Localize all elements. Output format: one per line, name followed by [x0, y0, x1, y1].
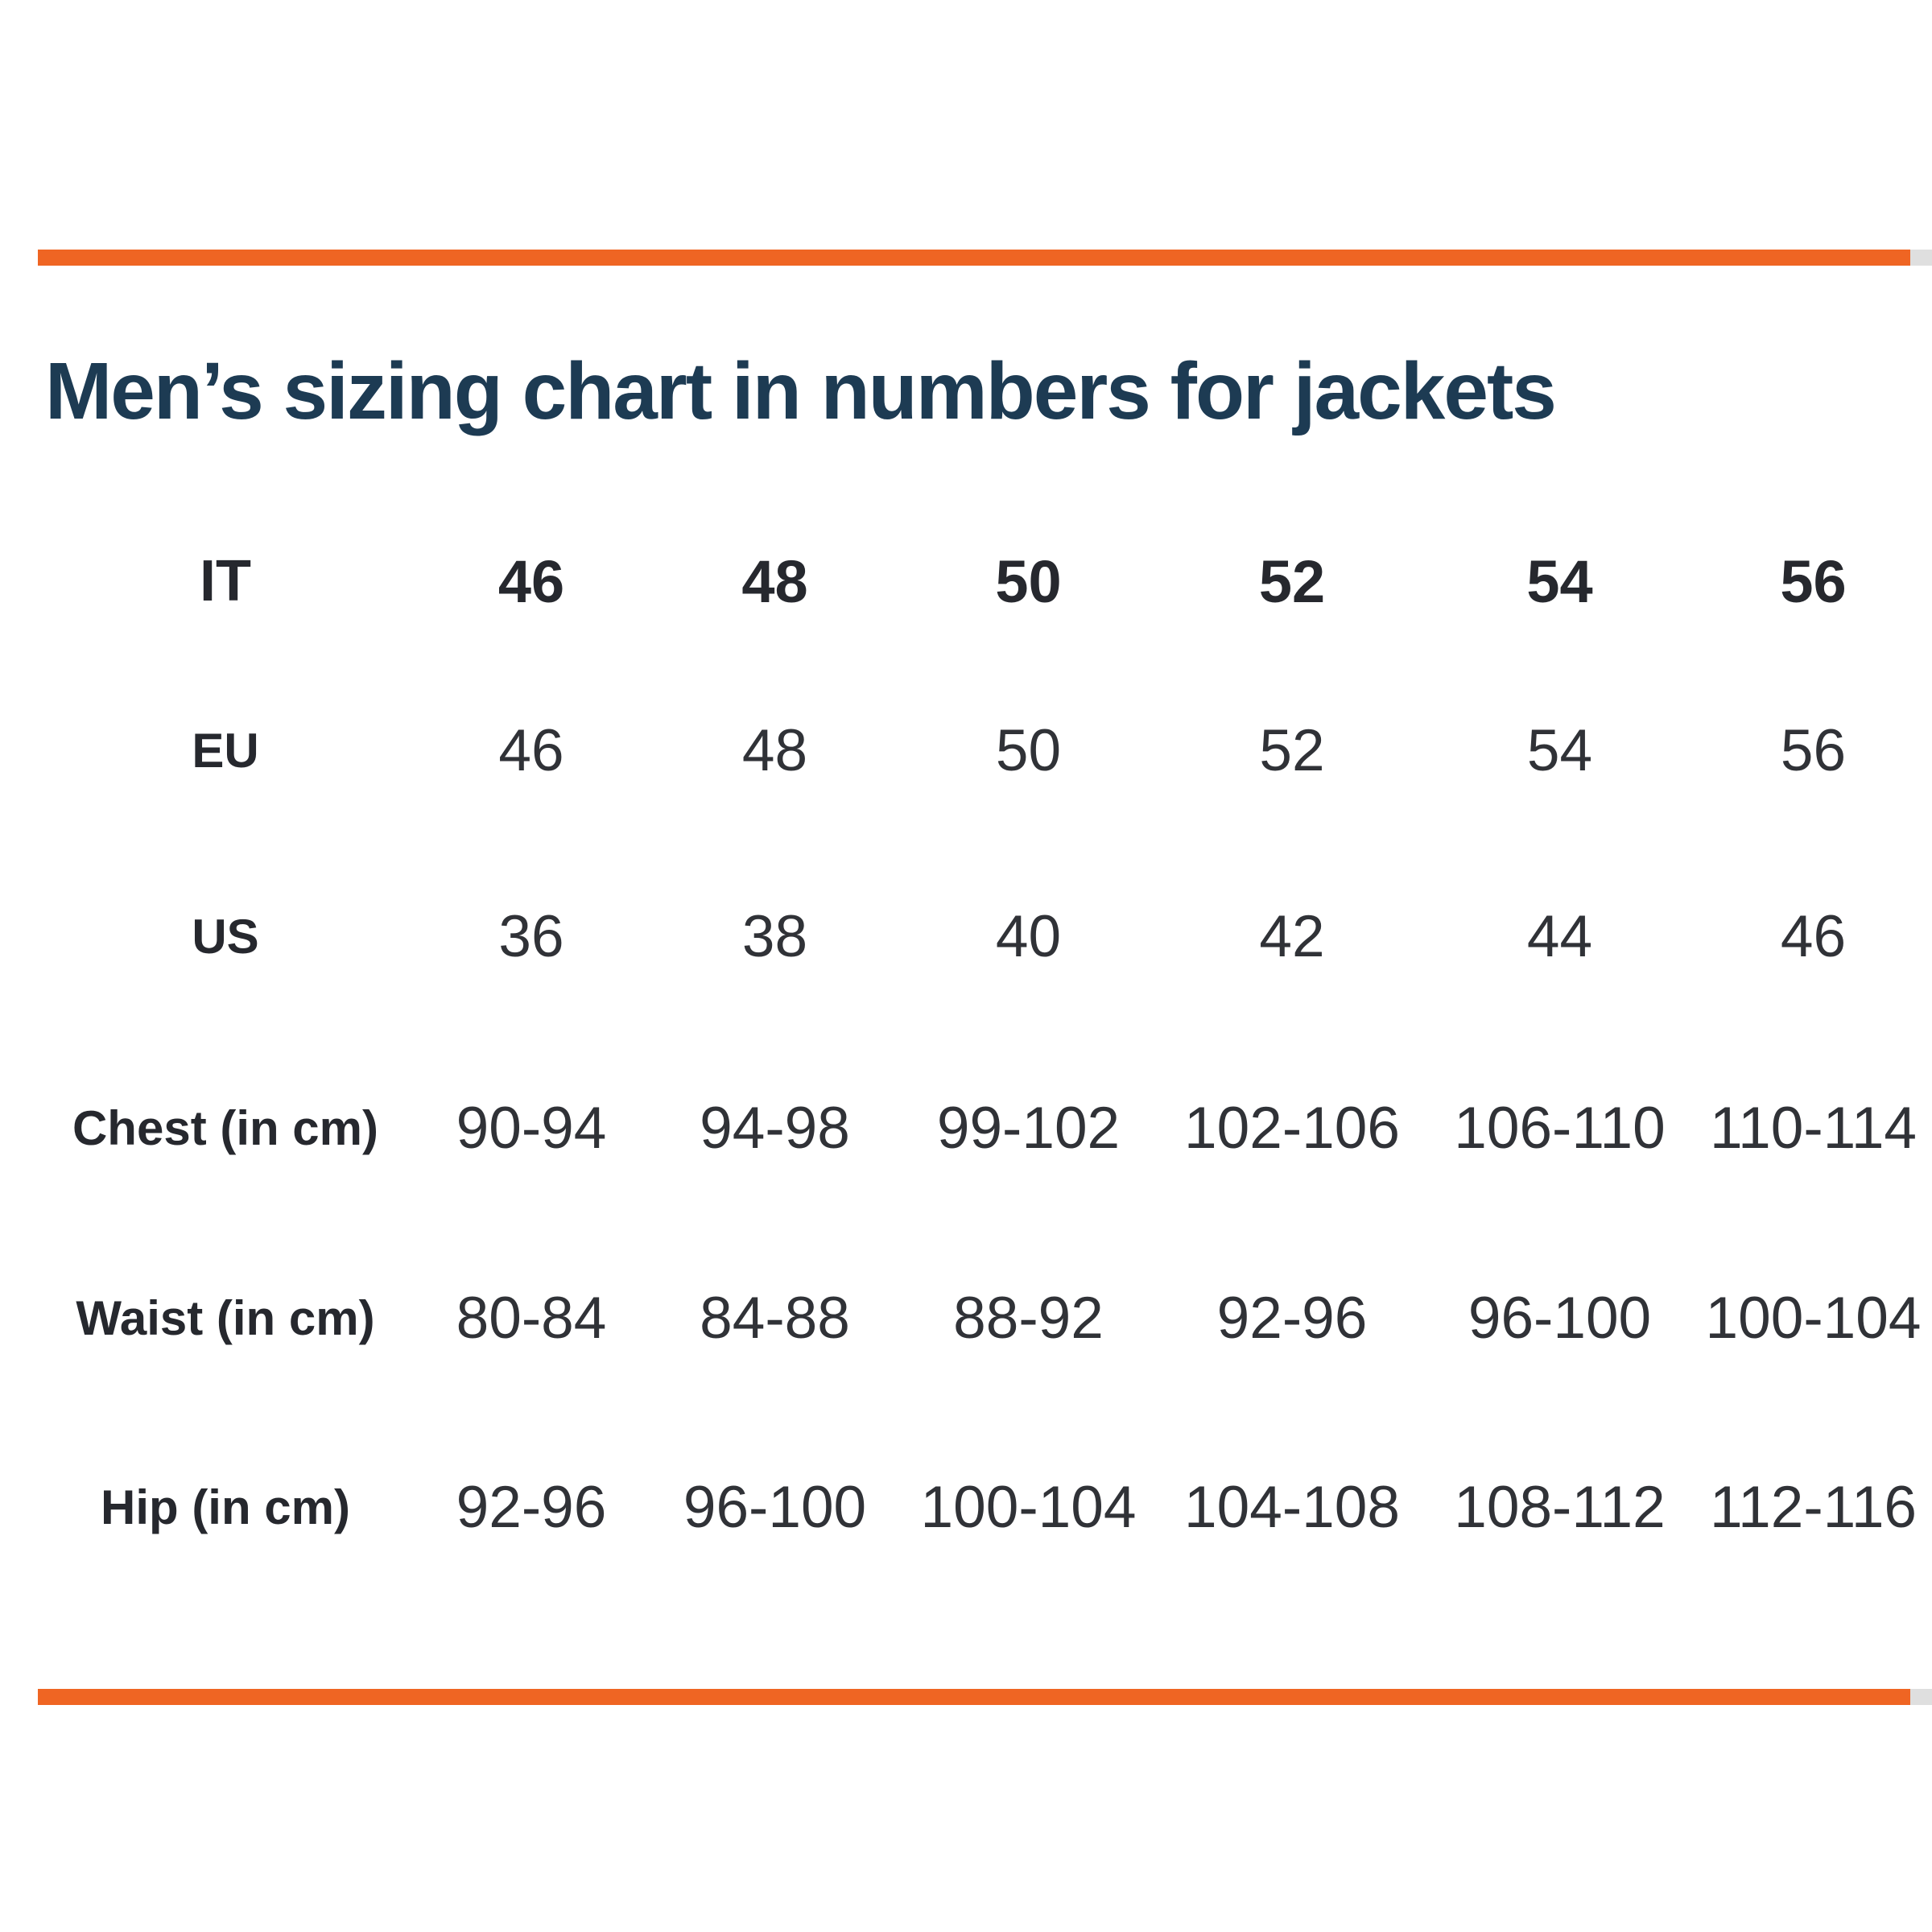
size-value-cell: 56	[1780, 717, 1847, 783]
size-value-cell: 88-92	[953, 1285, 1104, 1351]
row-label-hip: Hip (in cm)	[101, 1480, 350, 1534]
size-value-cell: 104-108	[1184, 1475, 1400, 1540]
size-value-cell: 36	[498, 903, 564, 969]
size-value-cell: 92-96	[1216, 1285, 1368, 1351]
size-value-cell: 106-110	[1454, 1095, 1666, 1161]
size-value-cell: 50	[995, 717, 1062, 783]
size-value-cell: 100-104	[920, 1475, 1137, 1540]
size-value-cell: 96-100	[1468, 1285, 1652, 1351]
table-row-eu: EU 46 48 50 52 54 56	[40, 661, 1932, 840]
top-divider-orange-segment	[38, 250, 1910, 266]
header-size-cell: 48	[741, 547, 808, 615]
size-value-cell: 100-104	[1705, 1285, 1922, 1351]
size-value-cell: 46	[498, 717, 564, 783]
size-value-cell: 42	[1259, 903, 1325, 969]
table-row-waist: Waist (in cm) 80-84 84-88 88-92 92-96 96…	[40, 1223, 1932, 1413]
bottom-divider-orange-segment	[38, 1689, 1910, 1705]
size-value-cell: 90-94	[456, 1095, 607, 1161]
header-size-cell: 56	[1780, 547, 1847, 615]
row-label-it: IT	[200, 549, 251, 613]
size-value-cell: 40	[995, 903, 1062, 969]
size-value-cell: 44	[1526, 903, 1593, 969]
bottom-divider-gray-endcap	[1910, 1689, 1932, 1705]
size-value-cell: 108-112	[1454, 1475, 1666, 1540]
header-size-cell: 50	[995, 547, 1062, 615]
table-row-hip: Hip (in cm) 92-96 96-100 100-104 104-108…	[40, 1413, 1932, 1602]
size-value-cell: 112-116	[1709, 1475, 1918, 1540]
size-value-cell: 96-100	[683, 1475, 867, 1540]
top-divider	[38, 250, 1932, 266]
bottom-divider	[38, 1689, 1932, 1705]
header-size-cell: 46	[497, 547, 565, 615]
size-value-cell: 92-96	[456, 1475, 607, 1540]
row-label-us: US	[192, 909, 259, 964]
header-size-cell: 54	[1526, 547, 1593, 615]
size-value-cell: 48	[741, 717, 808, 783]
size-value-cell: 38	[741, 903, 808, 969]
size-value-cell: 102-106	[1184, 1095, 1400, 1161]
row-label-eu: EU	[192, 723, 259, 778]
table-row-chest: Chest (in cm) 90-94 94-98 99-102 102-106…	[40, 1033, 1932, 1223]
size-value-cell: 54	[1526, 717, 1593, 783]
size-value-cell: 99-102	[936, 1095, 1121, 1161]
table-header-row: IT 46 48 50 52 54 56	[40, 502, 1932, 661]
page-title: Men’s sizing chart in numbers for jacket…	[45, 346, 1557, 436]
size-value-cell: 52	[1259, 717, 1325, 783]
row-label-waist: Waist (in cm)	[76, 1290, 375, 1345]
header-size-cell: 52	[1258, 547, 1326, 615]
row-label-chest: Chest (in cm)	[72, 1100, 379, 1155]
table-row-us: US 36 38 40 42 44 46	[40, 840, 1932, 1033]
size-value-cell: 94-98	[700, 1095, 850, 1161]
size-value-cell: 84-88	[700, 1285, 850, 1351]
size-value-cell: 110-114	[1709, 1095, 1918, 1161]
size-value-cell: 46	[1780, 903, 1847, 969]
size-value-cell: 80-84	[456, 1285, 607, 1351]
top-divider-gray-endcap	[1910, 250, 1932, 266]
sizing-table: IT 46 48 50 52 54 56 EU 46 48 50 52 54 5…	[40, 502, 1932, 1602]
